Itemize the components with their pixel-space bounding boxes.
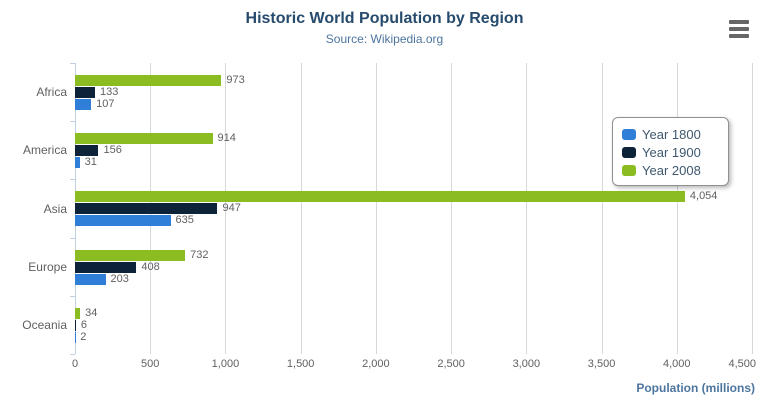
bar-asia-year-2008[interactable] (75, 191, 685, 203)
data-label: 635 (175, 214, 194, 227)
category-axis-tick (70, 121, 75, 123)
legend-swatch-icon (622, 146, 636, 158)
data-label: 408 (141, 260, 160, 273)
data-label: 133 (100, 86, 119, 98)
legend-swatch-icon (622, 128, 636, 140)
bar-america-year-1900[interactable] (75, 145, 99, 157)
data-label: 203 (110, 272, 129, 285)
bar-asia-year-1900[interactable] (75, 203, 218, 215)
data-label: 31 (84, 156, 97, 169)
legend-item-year-1800[interactable]: Year 1800 (622, 125, 716, 143)
bar-europe-year-1800[interactable] (75, 273, 106, 285)
legend-item-label: Year 1900 (642, 144, 701, 160)
bar-europe-year-2008[interactable] (75, 249, 186, 261)
legend-item-label: Year 1800 (642, 126, 701, 142)
data-label: 973 (226, 74, 245, 86)
x-axis-tick-label: 4,000 (663, 358, 691, 370)
x-axis-tick-label: 1,500 (286, 358, 315, 370)
data-label: 6 (80, 318, 88, 331)
gridline (451, 63, 453, 354)
export-menu-button[interactable] (729, 20, 751, 40)
category-label-asia: Asia (43, 201, 67, 216)
gridline (225, 63, 227, 354)
gridline (752, 63, 753, 354)
category-label-oceania: Oceania (22, 317, 67, 332)
legend-item-label: Year 2008 (642, 162, 701, 178)
legend: Year 1800 Year 1900 Year 2008 (612, 117, 729, 186)
x-axis-tick-label: 1,000 (211, 358, 240, 370)
category-label-america: America (22, 143, 67, 158)
bar-europe-year-1900[interactable] (75, 261, 137, 273)
chart-subtitle: Source: Wikipedia.org (325, 32, 444, 46)
category-axis-tick (70, 179, 75, 181)
x-axis-tick-label: 4,500 (728, 358, 756, 370)
data-label: 732 (190, 248, 209, 261)
bar-oceania-year-2008[interactable] (75, 307, 81, 319)
data-label: 107 (96, 98, 115, 110)
x-axis-tick-label: 500 (141, 358, 160, 370)
bar-africa-year-1900[interactable] (75, 87, 95, 98)
bar-oceania-year-1900[interactable] (75, 319, 76, 331)
bar-asia-year-1800[interactable] (75, 215, 171, 227)
chart-title: Historic World Population by Region (245, 10, 524, 27)
category-label-europe: Europe (28, 259, 67, 274)
x-axis-tick-label: 2,500 (437, 358, 465, 370)
category-axis-tick (70, 237, 75, 239)
data-label: 156 (103, 144, 122, 157)
data-label: 947 (222, 202, 241, 215)
x-axis-tick-label: 3,500 (587, 358, 616, 370)
legend-swatch-icon (622, 164, 636, 176)
bar-africa-year-1800[interactable] (75, 99, 92, 110)
bar-america-year-2008[interactable] (75, 133, 213, 145)
gridline (676, 63, 678, 354)
gridline (526, 63, 528, 354)
data-label: 34 (85, 306, 98, 319)
category-label-africa: Africa (36, 85, 67, 100)
x-axis-tick-label: 2,000 (362, 358, 390, 370)
category-axis-tick (70, 63, 75, 64)
gridline (601, 63, 603, 354)
x-axis-title: Population (millions) (636, 381, 755, 395)
x-axis-tick-label: 0 (71, 358, 79, 370)
legend-item-year-2008[interactable]: Year 2008 (622, 161, 716, 179)
category-axis-tick (70, 295, 75, 297)
bar-africa-year-2008[interactable] (75, 75, 222, 86)
hamburger-menu-icon (729, 20, 751, 38)
x-axis-tick-label: 3,000 (512, 358, 541, 370)
gridline (375, 63, 377, 354)
legend-item-year-1900[interactable]: Year 1900 (622, 143, 716, 161)
bar-america-year-1800[interactable] (75, 157, 80, 169)
gridline (300, 63, 302, 354)
data-label: 2 (80, 330, 87, 343)
category-axis-tick (70, 354, 75, 355)
data-label: 4,054 (689, 190, 718, 203)
data-label: 914 (217, 132, 236, 145)
